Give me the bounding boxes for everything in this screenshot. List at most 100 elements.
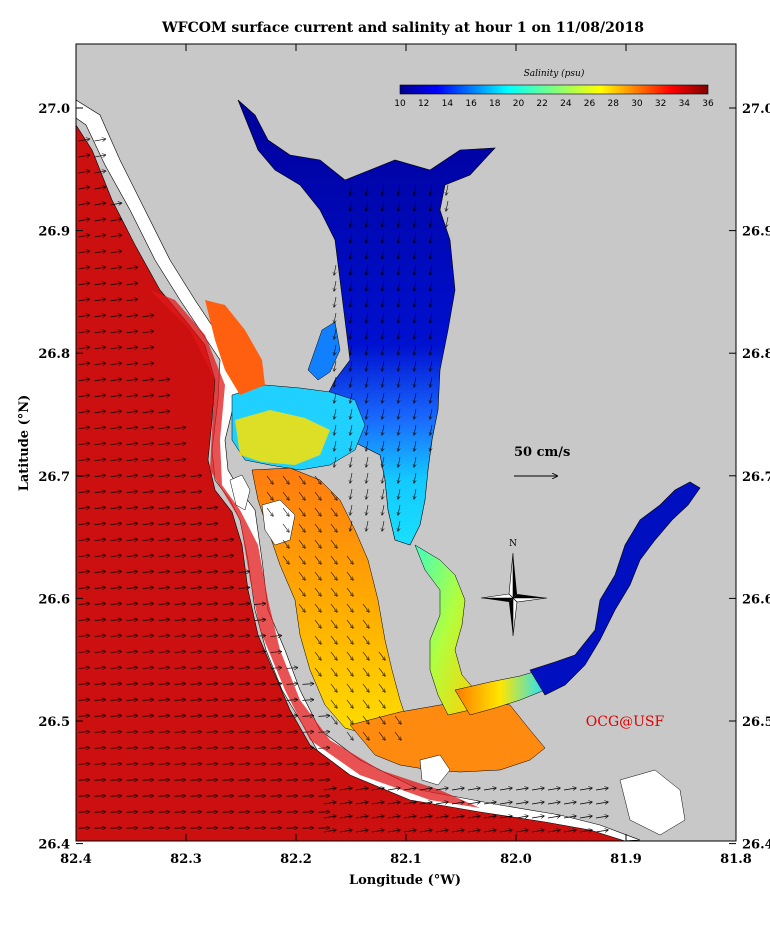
current-vector <box>330 507 337 516</box>
current-vector <box>387 802 400 804</box>
island <box>419 754 451 786</box>
current-vector <box>270 716 282 717</box>
current-vector <box>94 251 106 253</box>
current-vector <box>158 620 170 621</box>
current-vector <box>330 683 337 692</box>
current-vector <box>430 184 432 195</box>
current-vector <box>366 520 368 531</box>
current-vector <box>206 796 218 797</box>
current-vector <box>302 748 314 749</box>
current-vector <box>190 604 202 605</box>
current-vector <box>110 668 122 669</box>
current-vector <box>142 395 154 397</box>
colorbar-tick-label: 30 <box>631 99 643 109</box>
current-vector <box>142 764 154 765</box>
current-vector <box>435 830 448 832</box>
current-vector <box>467 816 480 818</box>
current-vector <box>238 780 250 781</box>
current-vector <box>110 636 122 637</box>
y-tick-label-right: 26.7 <box>742 470 770 485</box>
current-vector <box>110 411 122 412</box>
current-vector <box>414 296 416 307</box>
current-vector <box>206 587 218 588</box>
current-vector <box>270 700 282 701</box>
current-vector <box>174 571 186 572</box>
current-vector <box>110 299 122 301</box>
current-vector <box>94 267 106 269</box>
current-vector <box>190 668 202 669</box>
current-vector <box>142 459 154 460</box>
current-vector <box>298 555 305 564</box>
current-vector <box>126 395 138 397</box>
current-vector <box>350 520 352 531</box>
y-tick-label: 26.9 <box>38 225 70 240</box>
current-vector <box>94 347 106 349</box>
current-vector <box>366 424 368 435</box>
current-vector <box>330 619 337 628</box>
current-vector <box>282 555 289 564</box>
current-vector <box>334 392 336 403</box>
current-vector <box>398 184 400 195</box>
current-vector <box>174 700 186 701</box>
current-vector <box>110 604 122 605</box>
current-vector <box>126 491 138 492</box>
x-tick-label: 82.1 <box>390 852 422 867</box>
current-vector <box>314 651 321 660</box>
island <box>619 769 686 836</box>
current-vector <box>334 456 336 467</box>
current-vector <box>350 312 352 323</box>
current-vector <box>222 587 234 588</box>
current-vector <box>158 716 170 717</box>
current-vector <box>403 802 416 804</box>
current-vector <box>382 440 384 451</box>
current-vector <box>382 200 384 211</box>
current-vector <box>366 392 368 403</box>
current-vector <box>419 788 432 790</box>
current-vector <box>339 802 352 804</box>
current-vector <box>254 604 266 605</box>
current-vector <box>222 668 234 669</box>
current-vector <box>430 440 432 451</box>
current-vector <box>366 504 368 515</box>
current-vector <box>238 716 250 717</box>
current-vector <box>334 344 336 355</box>
current-vector <box>362 651 369 660</box>
scale-arrow: 50 cm/s <box>514 445 570 476</box>
current-vector <box>126 636 138 637</box>
current-vector <box>254 652 266 653</box>
current-vector <box>414 456 416 467</box>
current-vector <box>350 472 352 483</box>
x-axis: 82.4 82.3 82.2 82.1 82.0 81.9 81.8 <box>60 44 752 867</box>
current-vector <box>334 440 336 451</box>
colorbar-tick-label: 32 <box>655 99 666 109</box>
current-vector <box>595 788 608 790</box>
current-vector <box>206 716 218 717</box>
current-vector <box>378 699 385 708</box>
current-vector <box>362 603 369 612</box>
current-vector <box>350 328 352 339</box>
current-vector <box>126 475 138 476</box>
current-vector <box>94 331 106 333</box>
current-vector <box>382 296 384 307</box>
current-vector <box>394 731 401 740</box>
current-vector <box>110 716 122 717</box>
current-vector <box>78 139 90 141</box>
current-vector <box>254 700 266 701</box>
current-vector <box>366 344 368 355</box>
current-vector <box>222 732 234 733</box>
current-vector <box>414 440 416 451</box>
current-vector <box>206 732 218 733</box>
current-vector <box>298 587 305 596</box>
current-vector <box>94 716 106 717</box>
current-vector <box>94 604 106 605</box>
current-vector <box>318 796 330 797</box>
current-vector <box>430 360 432 371</box>
current-vector <box>362 683 369 692</box>
current-vector <box>78 443 90 444</box>
current-vector <box>314 475 321 484</box>
current-vector <box>190 523 202 524</box>
current-vector <box>366 296 368 307</box>
current-vector <box>110 235 122 237</box>
current-vector <box>435 816 448 818</box>
current-vector <box>126 748 138 749</box>
